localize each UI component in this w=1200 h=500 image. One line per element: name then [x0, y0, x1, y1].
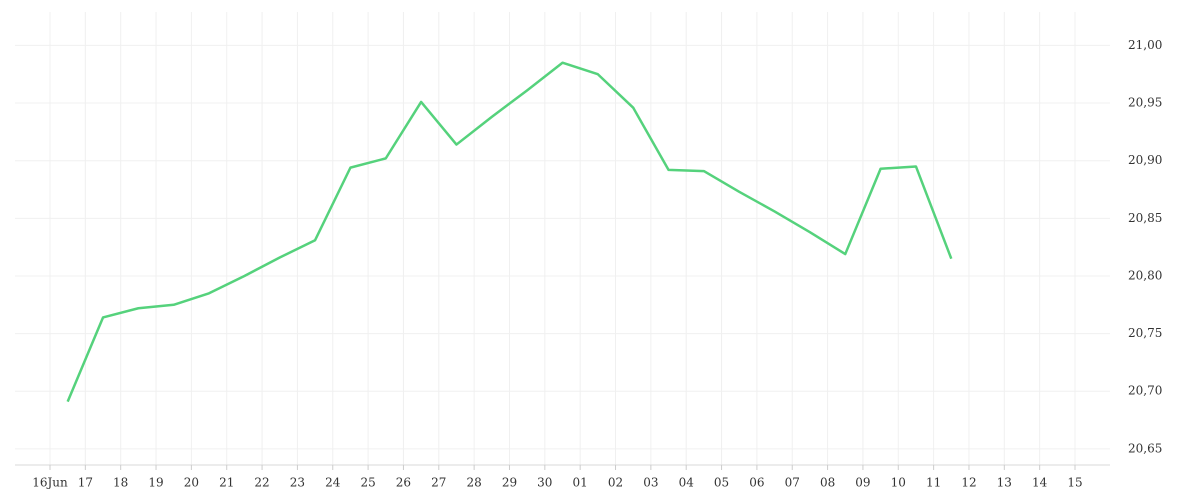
y-tick-label: 21,00 [1128, 38, 1162, 52]
x-tick-label: 25 [360, 476, 375, 490]
line [66, 61, 953, 403]
x-tick-label: 23 [290, 476, 305, 490]
x-tick-label: 12 [961, 476, 976, 490]
x-tick-label: 14 [1032, 476, 1048, 490]
x-tick-label: 19 [148, 476, 163, 490]
x-tick-label: 11 [926, 476, 941, 490]
x-tick-label: 04 [679, 476, 695, 490]
x-tick-label: 02 [608, 476, 623, 490]
x-tick-label: 27 [431, 476, 446, 490]
x-tick-label: 06 [749, 476, 764, 490]
x-tick-label: 05 [714, 476, 729, 490]
x-tick-label: 22 [254, 476, 269, 490]
x-tick-label: 03 [643, 476, 658, 490]
x-tick-label: 09 [855, 476, 870, 490]
x-tick-label: 17 [78, 476, 93, 490]
y-tick-label: 20,70 [1128, 384, 1162, 398]
x-tick-label: 30 [537, 476, 552, 490]
x-tick-label: 18 [113, 476, 128, 490]
x-tick-label: 07 [785, 476, 800, 490]
x-tick-label: 26 [396, 476, 411, 490]
y-tick-label: 20,85 [1128, 211, 1162, 225]
y-tick-label: 20,95 [1128, 96, 1162, 110]
x-tick-label: 21 [219, 476, 234, 490]
y-tick-label: 20,80 [1128, 268, 1162, 282]
y-tick-label: 20,65 [1128, 441, 1162, 455]
x-tick-label: 20 [184, 476, 199, 490]
x-tick-label: 10 [891, 476, 906, 490]
x-tick-label: 15 [1067, 476, 1082, 490]
x-tick-label: 08 [820, 476, 835, 490]
x-tick-label: 16Jun [32, 476, 68, 490]
x-tick-label: 29 [502, 476, 517, 490]
x-tick-label: 24 [325, 476, 341, 490]
x-tick-label: 28 [466, 476, 481, 490]
x-tick-label: 13 [997, 476, 1012, 490]
x-tick-label: 01 [573, 476, 588, 490]
y-tick-label: 20,75 [1128, 326, 1162, 340]
y-tick-label: 20,90 [1128, 153, 1162, 167]
